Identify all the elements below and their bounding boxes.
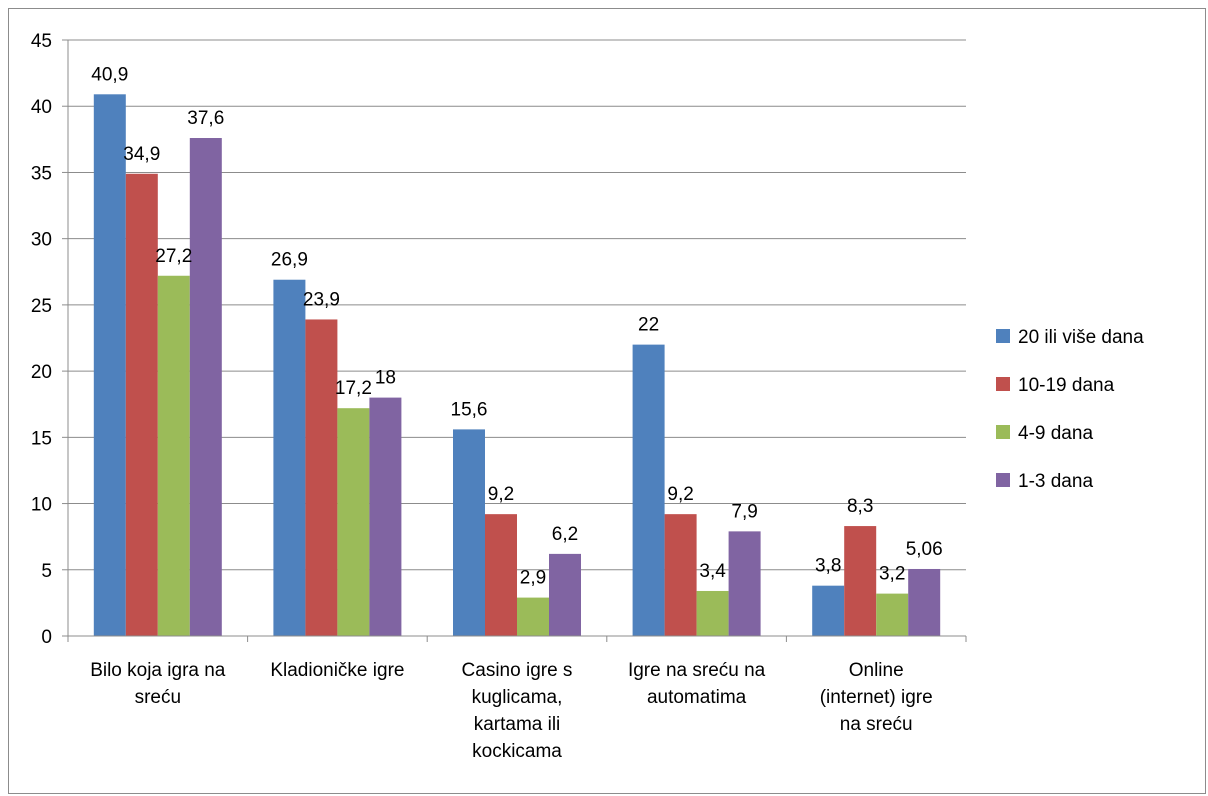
data-label: 40,9 [91,64,128,85]
bar [632,344,665,636]
legend-swatch [996,329,1010,343]
data-label: 15,6 [451,399,488,420]
legend-label: 10-19 dana [1018,375,1115,396]
y-tick-label: 15 [31,428,52,449]
x-tick-label: automatima [647,687,747,708]
y-tick-label: 35 [31,163,52,184]
data-label: 9,2 [488,484,514,505]
y-tick-label: 20 [31,362,52,383]
y-tick-label: 5 [41,561,52,582]
bar [549,553,581,636]
axes [62,39,967,642]
x-tick-label: na sreću [840,714,913,735]
data-label: 34,9 [123,144,160,165]
x-tick-label: Bilo koja igra na [90,660,226,681]
data-label: 3,8 [815,556,841,577]
x-tick-label: Online [849,660,904,681]
data-label: 23,9 [303,289,340,310]
data-label: 26,9 [271,250,308,271]
data-label: 3,2 [879,564,905,585]
data-label: 22 [638,315,659,336]
x-tick-label: Kladioničke igre [270,660,404,681]
bars [93,94,941,636]
x-tick-label: kuglicama, [472,687,563,708]
bar [485,514,517,636]
data-label: 7,9 [731,501,757,522]
data-label: 5,06 [906,539,943,560]
bar [125,173,158,636]
y-tick-label: 25 [31,296,52,317]
x-tick-label: Igre na sreću na [628,660,766,681]
legend-swatch [996,425,1010,439]
bar [876,593,909,636]
y-tick-label: 10 [31,495,52,516]
data-labels: 40,9 34,9 27,2 37,6 26,9 23,9 17,218 15,6 9,2 2,9… [91,64,942,588]
bar [93,94,126,636]
data-label: 17,2 [335,378,372,399]
bar [189,138,222,636]
bar [908,568,941,636]
x-tick-label: Casino igre s [462,660,573,681]
bar [453,429,485,636]
bar [728,531,761,636]
y-tick-label: 30 [31,230,52,251]
data-label: 3,4 [699,561,726,582]
x-tick-label: sreću [135,687,181,708]
legend: 20 ili više dana 10-19 dana 4-9 dana 1-3 da… [996,327,1144,492]
bar [812,585,845,636]
bar [844,526,877,636]
bar [337,408,370,636]
legend-label: 4-9 dana [1018,423,1093,444]
legend-swatch [996,377,1010,391]
data-label: 9,2 [667,484,693,505]
bar [273,279,306,636]
bar [517,597,549,636]
x-tick-label: kockicama [472,741,562,762]
bar [305,319,338,636]
bar [696,590,729,636]
data-label: 18 [375,368,396,389]
data-label: 37,6 [187,108,224,129]
x-tick-label: kartama ili [474,714,561,735]
y-tick-label: 40 [31,97,52,118]
data-label: 8,3 [847,496,873,517]
legend-label: 1-3 dana [1018,471,1093,492]
x-tick-label: (internet) igre [820,687,933,708]
y-tick-label: 0 [41,627,52,648]
y-tick-label: 45 [31,31,52,52]
data-label: 6,2 [552,524,578,545]
tick-labels: 0 5 10 15 20 25 30 35 40 45 Bilo koja igra na sreću… [31,31,933,762]
bar [664,514,697,636]
bar [369,397,402,636]
legend-swatch [996,473,1010,487]
bar [157,275,190,636]
data-label: 27,2 [155,246,192,267]
legend-label: 20 ili više dana [1018,327,1144,348]
data-label: 2,9 [520,568,546,589]
